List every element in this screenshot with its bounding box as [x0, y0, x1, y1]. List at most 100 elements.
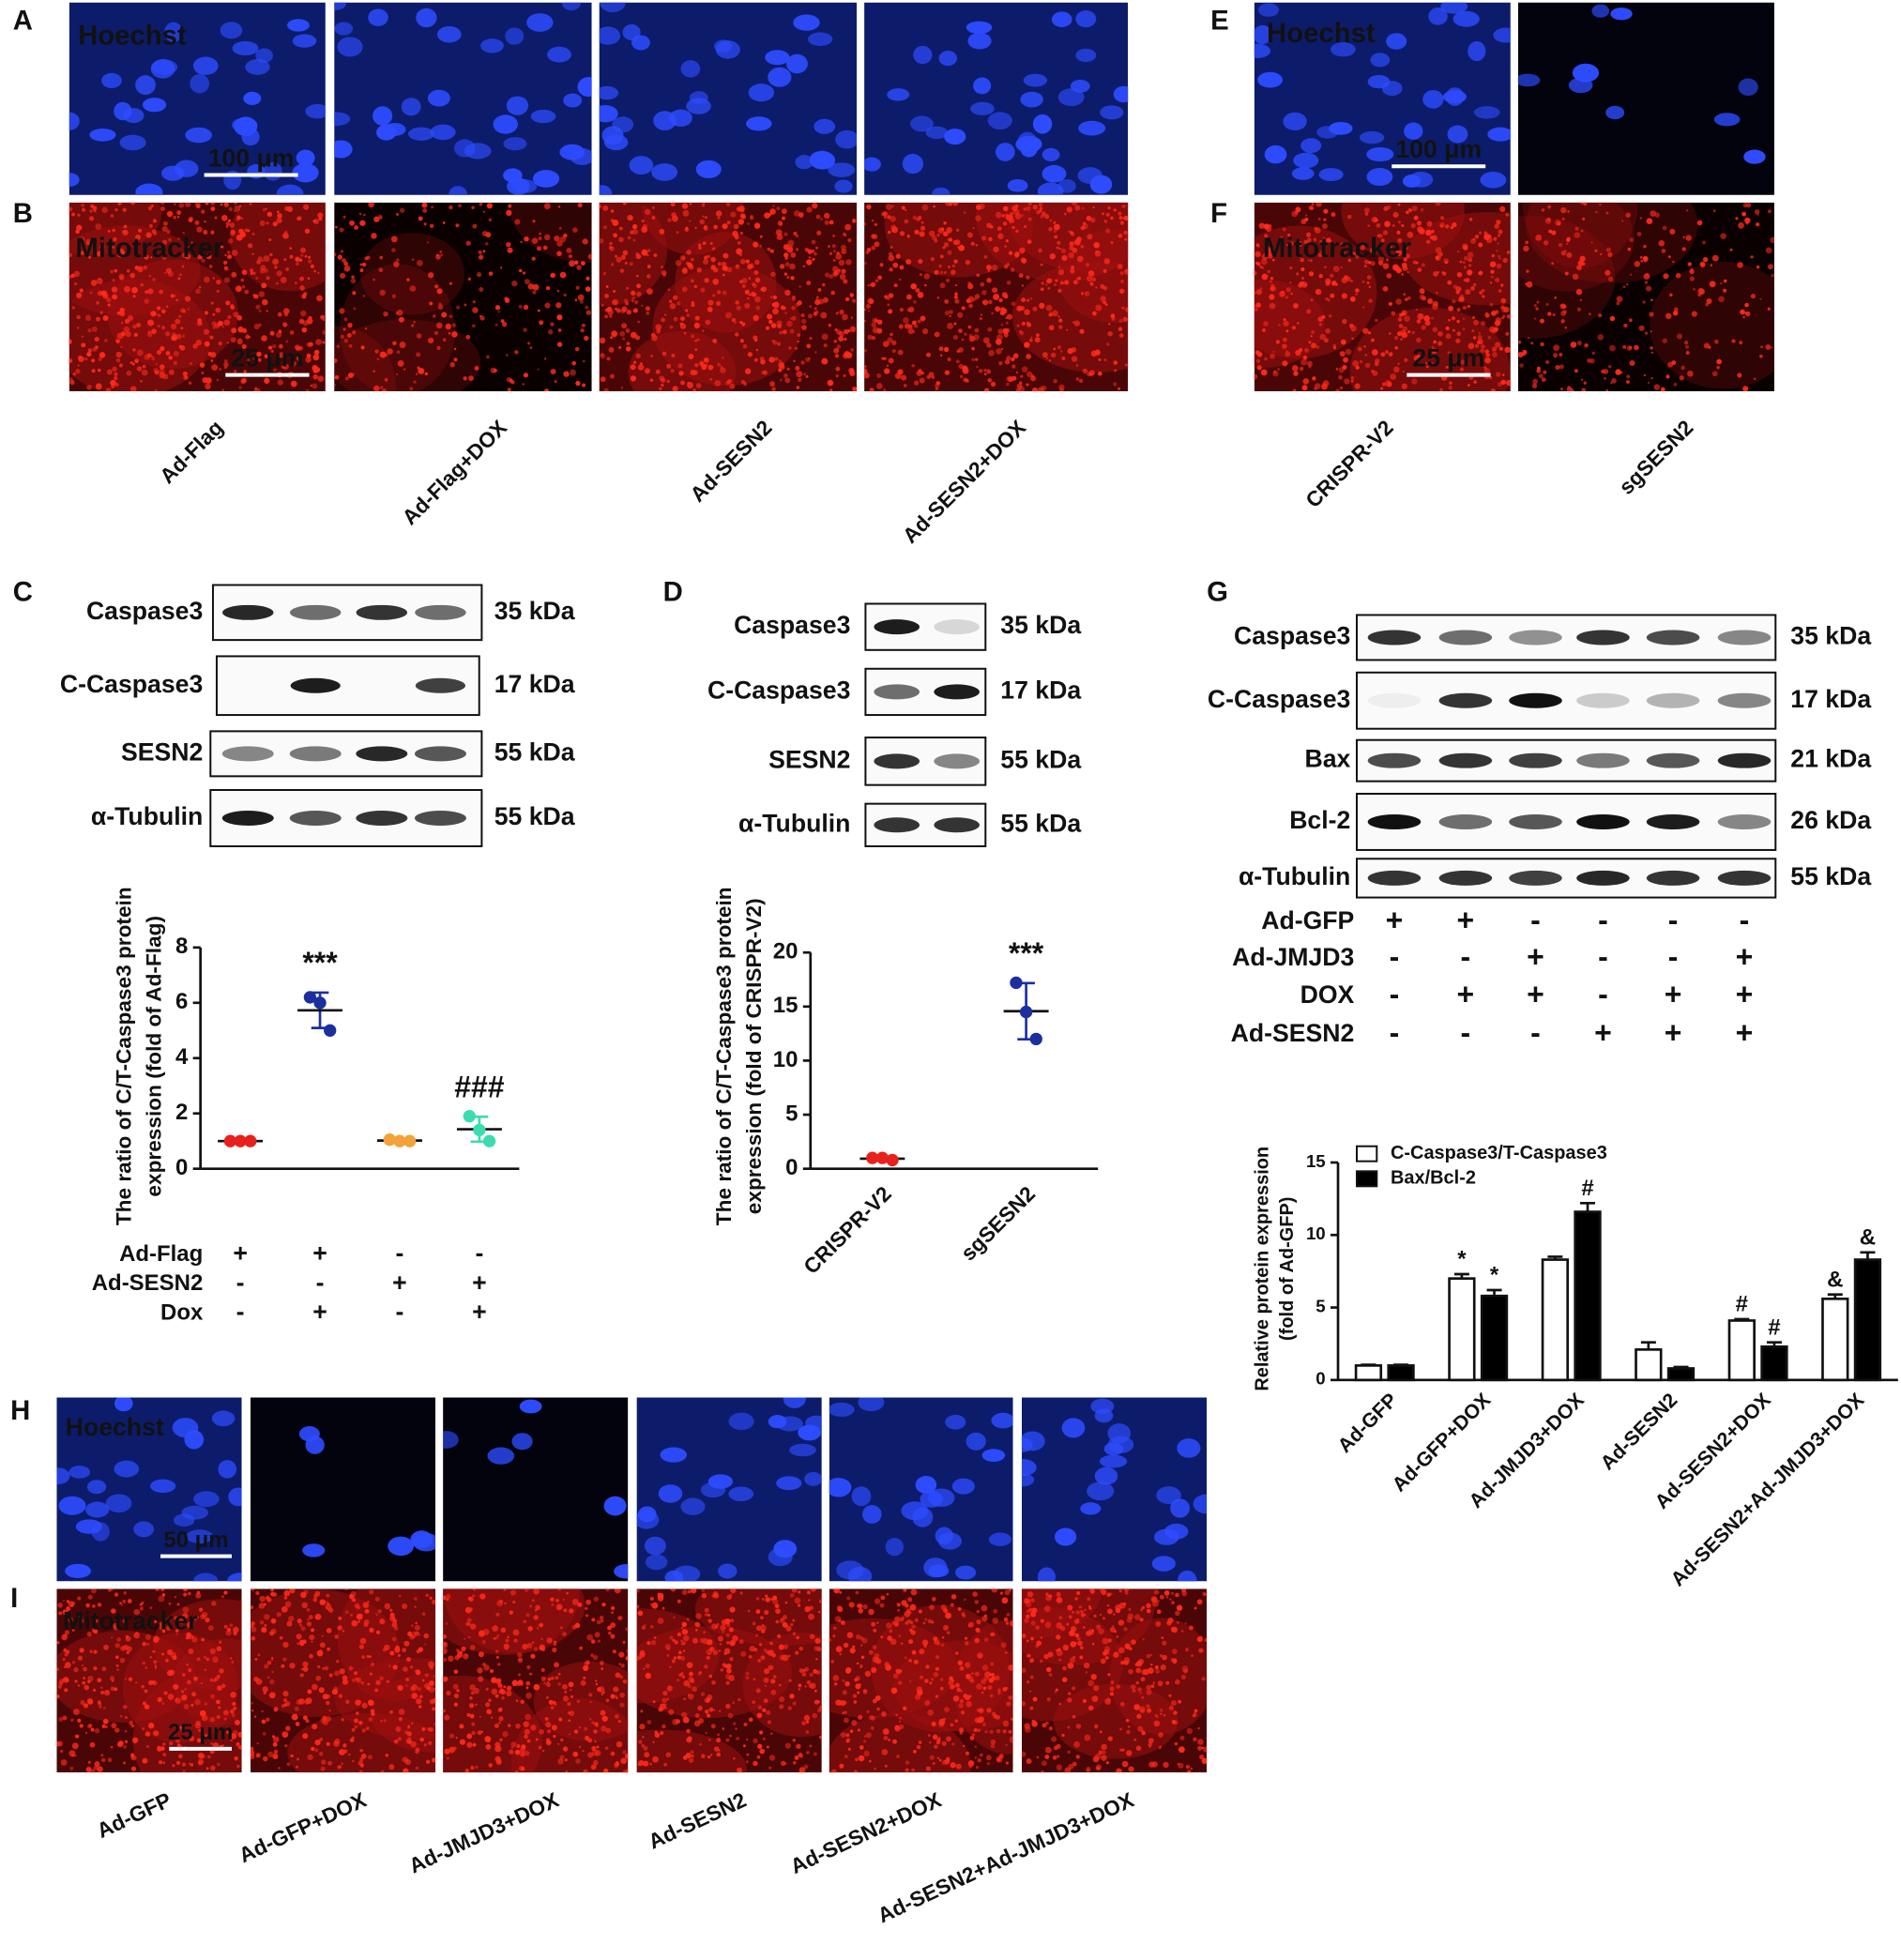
mitochondrion — [580, 1679, 586, 1686]
mitochondrion — [976, 273, 981, 278]
mitochondrion — [157, 1696, 162, 1703]
mitochondrion — [800, 313, 805, 318]
mitochondrion — [703, 224, 707, 229]
mitochondrion — [588, 1693, 593, 1697]
mitochondrion — [1493, 236, 1498, 241]
mitochondrion — [781, 1760, 786, 1767]
mitochondrion — [975, 215, 981, 221]
mitochondrion — [769, 249, 774, 253]
mitochondrion — [314, 1739, 321, 1746]
mitochondrion — [806, 1680, 812, 1685]
mitochondrion — [1605, 388, 1608, 392]
mitochondrion — [1605, 247, 1611, 252]
mitochondrion — [155, 1588, 160, 1591]
mitochondrion — [68, 1617, 73, 1622]
mitochondrion — [792, 1761, 797, 1765]
mitochondrion — [139, 1606, 144, 1611]
mitochondrion — [1264, 357, 1268, 361]
mitochondrion — [964, 1598, 966, 1602]
mitochondrion — [1005, 213, 1009, 218]
mitochondrion — [1744, 217, 1751, 224]
mitochondrion — [1304, 240, 1309, 244]
mitochondrion — [892, 1739, 897, 1744]
mitochondrion — [805, 1720, 810, 1724]
mitochondrion — [874, 222, 877, 226]
mitochondrion — [156, 349, 162, 356]
mitochondrion — [720, 1624, 726, 1631]
nucleus — [75, 1519, 103, 1534]
mitochondrion — [1360, 244, 1366, 251]
mitochondrion — [165, 351, 171, 356]
mitochondrion — [1483, 234, 1490, 240]
mitochondrion — [953, 295, 958, 299]
mitochondrion — [726, 1667, 732, 1674]
mitochondrion — [858, 1608, 864, 1614]
mitochondrion — [159, 289, 163, 295]
mitochondrion — [483, 1664, 490, 1671]
mitochondrion — [1403, 293, 1407, 296]
mitochondrion — [309, 1653, 313, 1659]
mitochondrion — [354, 1718, 358, 1724]
mitochondrion — [1053, 230, 1057, 233]
mitochondrion — [755, 1609, 761, 1615]
mitochondrion — [485, 1687, 489, 1691]
mitochondrion — [753, 314, 759, 322]
mitochondrion — [1745, 221, 1749, 225]
mitochondrion — [267, 345, 273, 350]
mitochondrion — [568, 1710, 571, 1715]
mitochondrion — [888, 309, 893, 314]
mitochondrion — [760, 1616, 764, 1619]
mitochondrion — [160, 309, 166, 314]
mitochondrion — [215, 1726, 219, 1730]
mitochondrion — [946, 1631, 950, 1634]
mitochondrion — [82, 1680, 86, 1685]
mitochondrion — [300, 310, 307, 317]
stain-label: Hoechst — [78, 21, 187, 52]
nucleus — [443, 1431, 459, 1449]
cell — [107, 259, 238, 370]
mitochondrion — [868, 1608, 874, 1616]
mitochondrion — [383, 1719, 387, 1723]
mitochondrion — [343, 261, 349, 266]
mitochondrion — [1467, 384, 1470, 387]
mitochondrion — [482, 1663, 486, 1666]
mitochondrion — [921, 1639, 929, 1647]
mitochondrion — [1321, 222, 1328, 230]
mitochondrion — [604, 314, 608, 319]
mitochondrion — [1590, 241, 1593, 244]
mitochondrion — [486, 203, 493, 209]
mitochondrion — [768, 319, 773, 325]
mitochondrion — [472, 223, 478, 229]
mitochondrion — [572, 1751, 579, 1757]
mitochondrion — [177, 277, 181, 281]
mitochondrion — [918, 258, 923, 265]
mitochondrion — [602, 271, 607, 276]
mitochondrion — [1622, 344, 1627, 349]
mitochondrion — [1056, 246, 1059, 250]
mitochondrion — [624, 261, 628, 265]
mitochondrion — [68, 206, 73, 212]
mitochondrion — [1119, 271, 1124, 276]
mitochondrion — [1027, 202, 1032, 206]
mitochondrion — [398, 1717, 403, 1722]
mitochondrion — [583, 1664, 589, 1672]
mitochondrion — [224, 266, 227, 269]
mitochondrion — [798, 1688, 801, 1691]
mitochondrion — [1370, 248, 1376, 254]
mitochondrion — [593, 1729, 598, 1734]
mitochondrion — [843, 279, 848, 284]
mitochondrion — [1744, 302, 1749, 308]
mitochondrion — [596, 1724, 599, 1727]
nucleus — [410, 1530, 433, 1549]
mitochondrion — [1403, 257, 1407, 262]
mitochondrion — [947, 357, 951, 362]
mitochondrion — [160, 364, 165, 370]
mitochondrion — [282, 322, 288, 327]
mitochondrion — [276, 217, 282, 224]
mitochondrion — [453, 357, 458, 362]
mitochondrion — [1260, 369, 1268, 376]
mitochondrion — [508, 204, 512, 208]
mitochondrion — [114, 1592, 119, 1597]
panel-letter: A — [13, 6, 33, 37]
nucleus — [1370, 53, 1391, 68]
